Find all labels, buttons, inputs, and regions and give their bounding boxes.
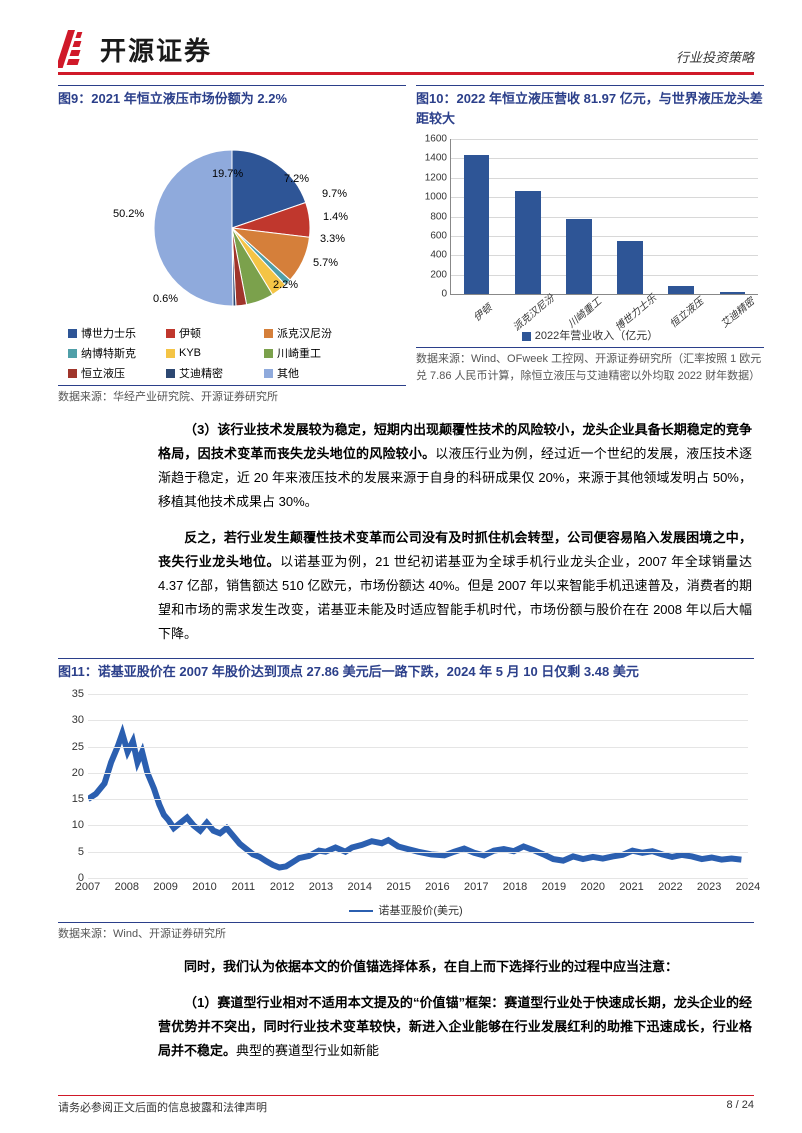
footer-disclaimer: 请务必参阅正文后面的信息披露和法律声明	[58, 1099, 267, 1115]
pie-label: 9.7%	[322, 188, 347, 200]
x-label: 2015	[386, 881, 410, 893]
figure-9-title: 图9：2021 年恒立液压市场份额为 2.2%	[58, 85, 406, 131]
x-label: 2010	[192, 881, 216, 893]
brand-logo: 开源证券	[58, 30, 212, 68]
bar	[617, 241, 643, 294]
bar-chart: 02004006008001000120014001600伊顿派克汉尼汾川崎重工…	[416, 133, 764, 343]
x-label: 2014	[348, 881, 372, 893]
x-label: 2023	[697, 881, 721, 893]
y-tick: 1000	[417, 192, 447, 203]
pie-label: 2.2%	[273, 279, 298, 291]
bar	[566, 219, 592, 294]
bar	[515, 191, 541, 294]
x-label: 2011	[231, 881, 255, 893]
x-label: 2008	[115, 881, 139, 893]
bar	[668, 286, 694, 294]
footer: 请务必参阅正文后面的信息披露和法律声明 8 / 24	[58, 1095, 754, 1115]
x-label: 2020	[580, 881, 604, 893]
legend-item: 派克汉尼汾	[264, 325, 350, 341]
logo-icon	[58, 30, 92, 68]
legend-item: 博世力士乐	[68, 325, 154, 341]
pie-label: 3.3%	[320, 233, 345, 245]
x-label: 2021	[619, 881, 643, 893]
legend-item: 伊顿	[166, 325, 252, 341]
paragraph-nokia-example: 反之，若行业发生颠覆性技术变革而公司没有及时抓住机会转型，公司便容易陷入发展困境…	[58, 526, 754, 646]
y-tick: 15	[60, 793, 84, 805]
x-label: 2024	[736, 881, 760, 893]
pie-label: 0.6%	[153, 293, 178, 305]
x-label: 2017	[464, 881, 488, 893]
page-number: 8 / 24	[726, 1099, 754, 1115]
pie-legend: 博世力士乐伊顿派克汉尼汾纳博特斯克 KYB 川崎重工恒立液压艾迪精密其他	[58, 325, 406, 381]
legend-item: 川崎重工	[264, 345, 350, 361]
x-label: 2009	[153, 881, 177, 893]
x-label: 2018	[503, 881, 527, 893]
x-label: 2007	[76, 881, 100, 893]
y-tick: 400	[417, 250, 447, 261]
paragraph-framework-note: 同时，我们认为依据本文的价值锚选择体系，在自上而下选择行业的过程中应当注意：	[58, 955, 754, 979]
x-label: 2022	[658, 881, 682, 893]
legend-item: 恒立液压	[68, 365, 154, 381]
x-label: 2012	[270, 881, 294, 893]
y-tick: 10	[60, 819, 84, 831]
legend-item: 其他	[264, 365, 350, 381]
y-tick: 0	[417, 289, 447, 300]
x-label: 2019	[542, 881, 566, 893]
figure-10-title: 图10：2022 年恒立液压营收 81.97 亿元，与世界液压龙头差距较大	[416, 85, 764, 131]
bar	[464, 155, 490, 294]
x-label: 2016	[425, 881, 449, 893]
y-tick: 1200	[417, 172, 447, 183]
legend-item: KYB	[166, 345, 252, 361]
figure-11-source: 数据来源：Wind、开源证券研究所	[58, 922, 754, 943]
figure-9: 图9：2021 年恒立液压市场份额为 2.2% 19.7% 7.2% 9.7% 1.4…	[58, 85, 406, 406]
figure-10: 图10：2022 年恒立液压营收 81.97 亿元，与世界液压龙头差距较大 0 2…	[416, 85, 764, 406]
figure-9-source: 数据来源：华经产业研究院、开源证券研究所	[58, 385, 406, 406]
y-tick: 35	[60, 688, 84, 700]
legend-item: 艾迪精密	[166, 365, 252, 381]
header: 开源证券 行业投资策略	[58, 30, 754, 75]
doc-category: 行业投资策略	[676, 47, 754, 66]
figure-10-source: 数据来源：Wind、OFweek 工控网、开源证券研究所（汇率按照 1 欧元兑 …	[416, 347, 764, 384]
pie-label: 7.2%	[284, 173, 309, 185]
figure-11-title: 图11：诺基亚股价在 2007 年股价达到顶点 27.86 美元后一路下跌，20…	[58, 658, 754, 682]
paragraph-tech-stable: （3）该行业技术发展较为稳定，短期内出现颠覆性技术的风险较小，龙头企业具备长期稳…	[58, 418, 754, 514]
y-tick: 25	[60, 741, 84, 753]
paragraph-track-industry: （1）赛道型行业相对不适用本文提及的“价值锚”框架：赛道型行业处于快速成长期，龙…	[58, 991, 754, 1063]
bar-legend: 2022年营业收入（亿元）	[416, 327, 764, 343]
y-tick: 1400	[417, 153, 447, 164]
pie-label: 19.7%	[212, 168, 243, 180]
pie-chart: 19.7% 7.2% 9.7% 1.4% 3.3% 5.7% 2.2% 0.6% 50.2%	[58, 133, 406, 323]
y-tick: 20	[60, 767, 84, 779]
bar	[720, 292, 746, 294]
line-chart: 0510152025303520072008200920102011201220…	[58, 688, 754, 918]
line-legend: 诺基亚股价(美元)	[58, 902, 754, 918]
legend-item: 纳博特斯克	[68, 345, 154, 361]
pie-label: 50.2%	[113, 208, 144, 220]
x-label: 2013	[309, 881, 333, 893]
pie-label: 5.7%	[313, 257, 338, 269]
pie-label: 1.4%	[323, 211, 348, 223]
company-name: 开源证券	[100, 31, 212, 68]
y-tick: 800	[417, 211, 447, 222]
y-tick: 600	[417, 230, 447, 241]
line-series	[88, 733, 741, 867]
y-tick: 1600	[417, 134, 447, 145]
y-tick: 30	[60, 714, 84, 726]
y-tick: 200	[417, 269, 447, 280]
y-tick: 5	[60, 846, 84, 858]
